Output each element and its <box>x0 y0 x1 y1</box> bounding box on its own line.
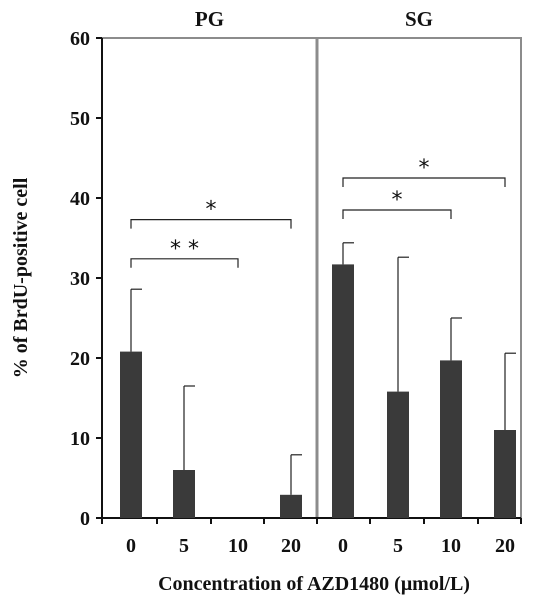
significance-label: * * <box>170 237 199 262</box>
y-axis-title: % of BrdU-positive cell <box>10 177 32 378</box>
panel-label-sg: SG <box>405 7 433 31</box>
x-tick-label: 5 <box>393 535 403 557</box>
significance-label: * <box>392 188 403 213</box>
x-axis-title: Concentration of AZD1480 (μmol/L) <box>158 573 470 595</box>
bar <box>387 391 409 518</box>
bar <box>120 351 142 518</box>
bar <box>494 430 516 518</box>
y-tick-label: 10 <box>70 428 90 450</box>
bar <box>173 470 195 518</box>
x-tick-label: 20 <box>495 535 515 557</box>
significance-bracket <box>130 219 292 229</box>
y-tick-label: 50 <box>70 108 90 130</box>
x-tick-label: 20 <box>281 535 301 557</box>
significance-bracket <box>130 258 239 268</box>
x-tick-label: 0 <box>126 535 136 557</box>
significance-bracket <box>342 209 452 219</box>
y-tick-label: 0 <box>80 508 90 530</box>
bar <box>332 264 354 518</box>
significance-bracket <box>342 177 506 187</box>
x-tick-label: 10 <box>228 535 248 557</box>
bar <box>280 494 302 518</box>
bar <box>440 360 462 518</box>
panel-label-pg: PG <box>195 7 224 31</box>
significance-label: * <box>419 156 430 181</box>
y-tick-label: 30 <box>70 268 90 290</box>
significance-label: * <box>206 198 217 223</box>
x-tick-label: 10 <box>441 535 461 557</box>
x-tick-label: 5 <box>179 535 189 557</box>
y-tick-label: 40 <box>70 188 90 210</box>
y-tick-label: 60 <box>70 28 90 50</box>
x-tick-label: 0 <box>338 535 348 557</box>
y-tick-label: 20 <box>70 348 90 370</box>
